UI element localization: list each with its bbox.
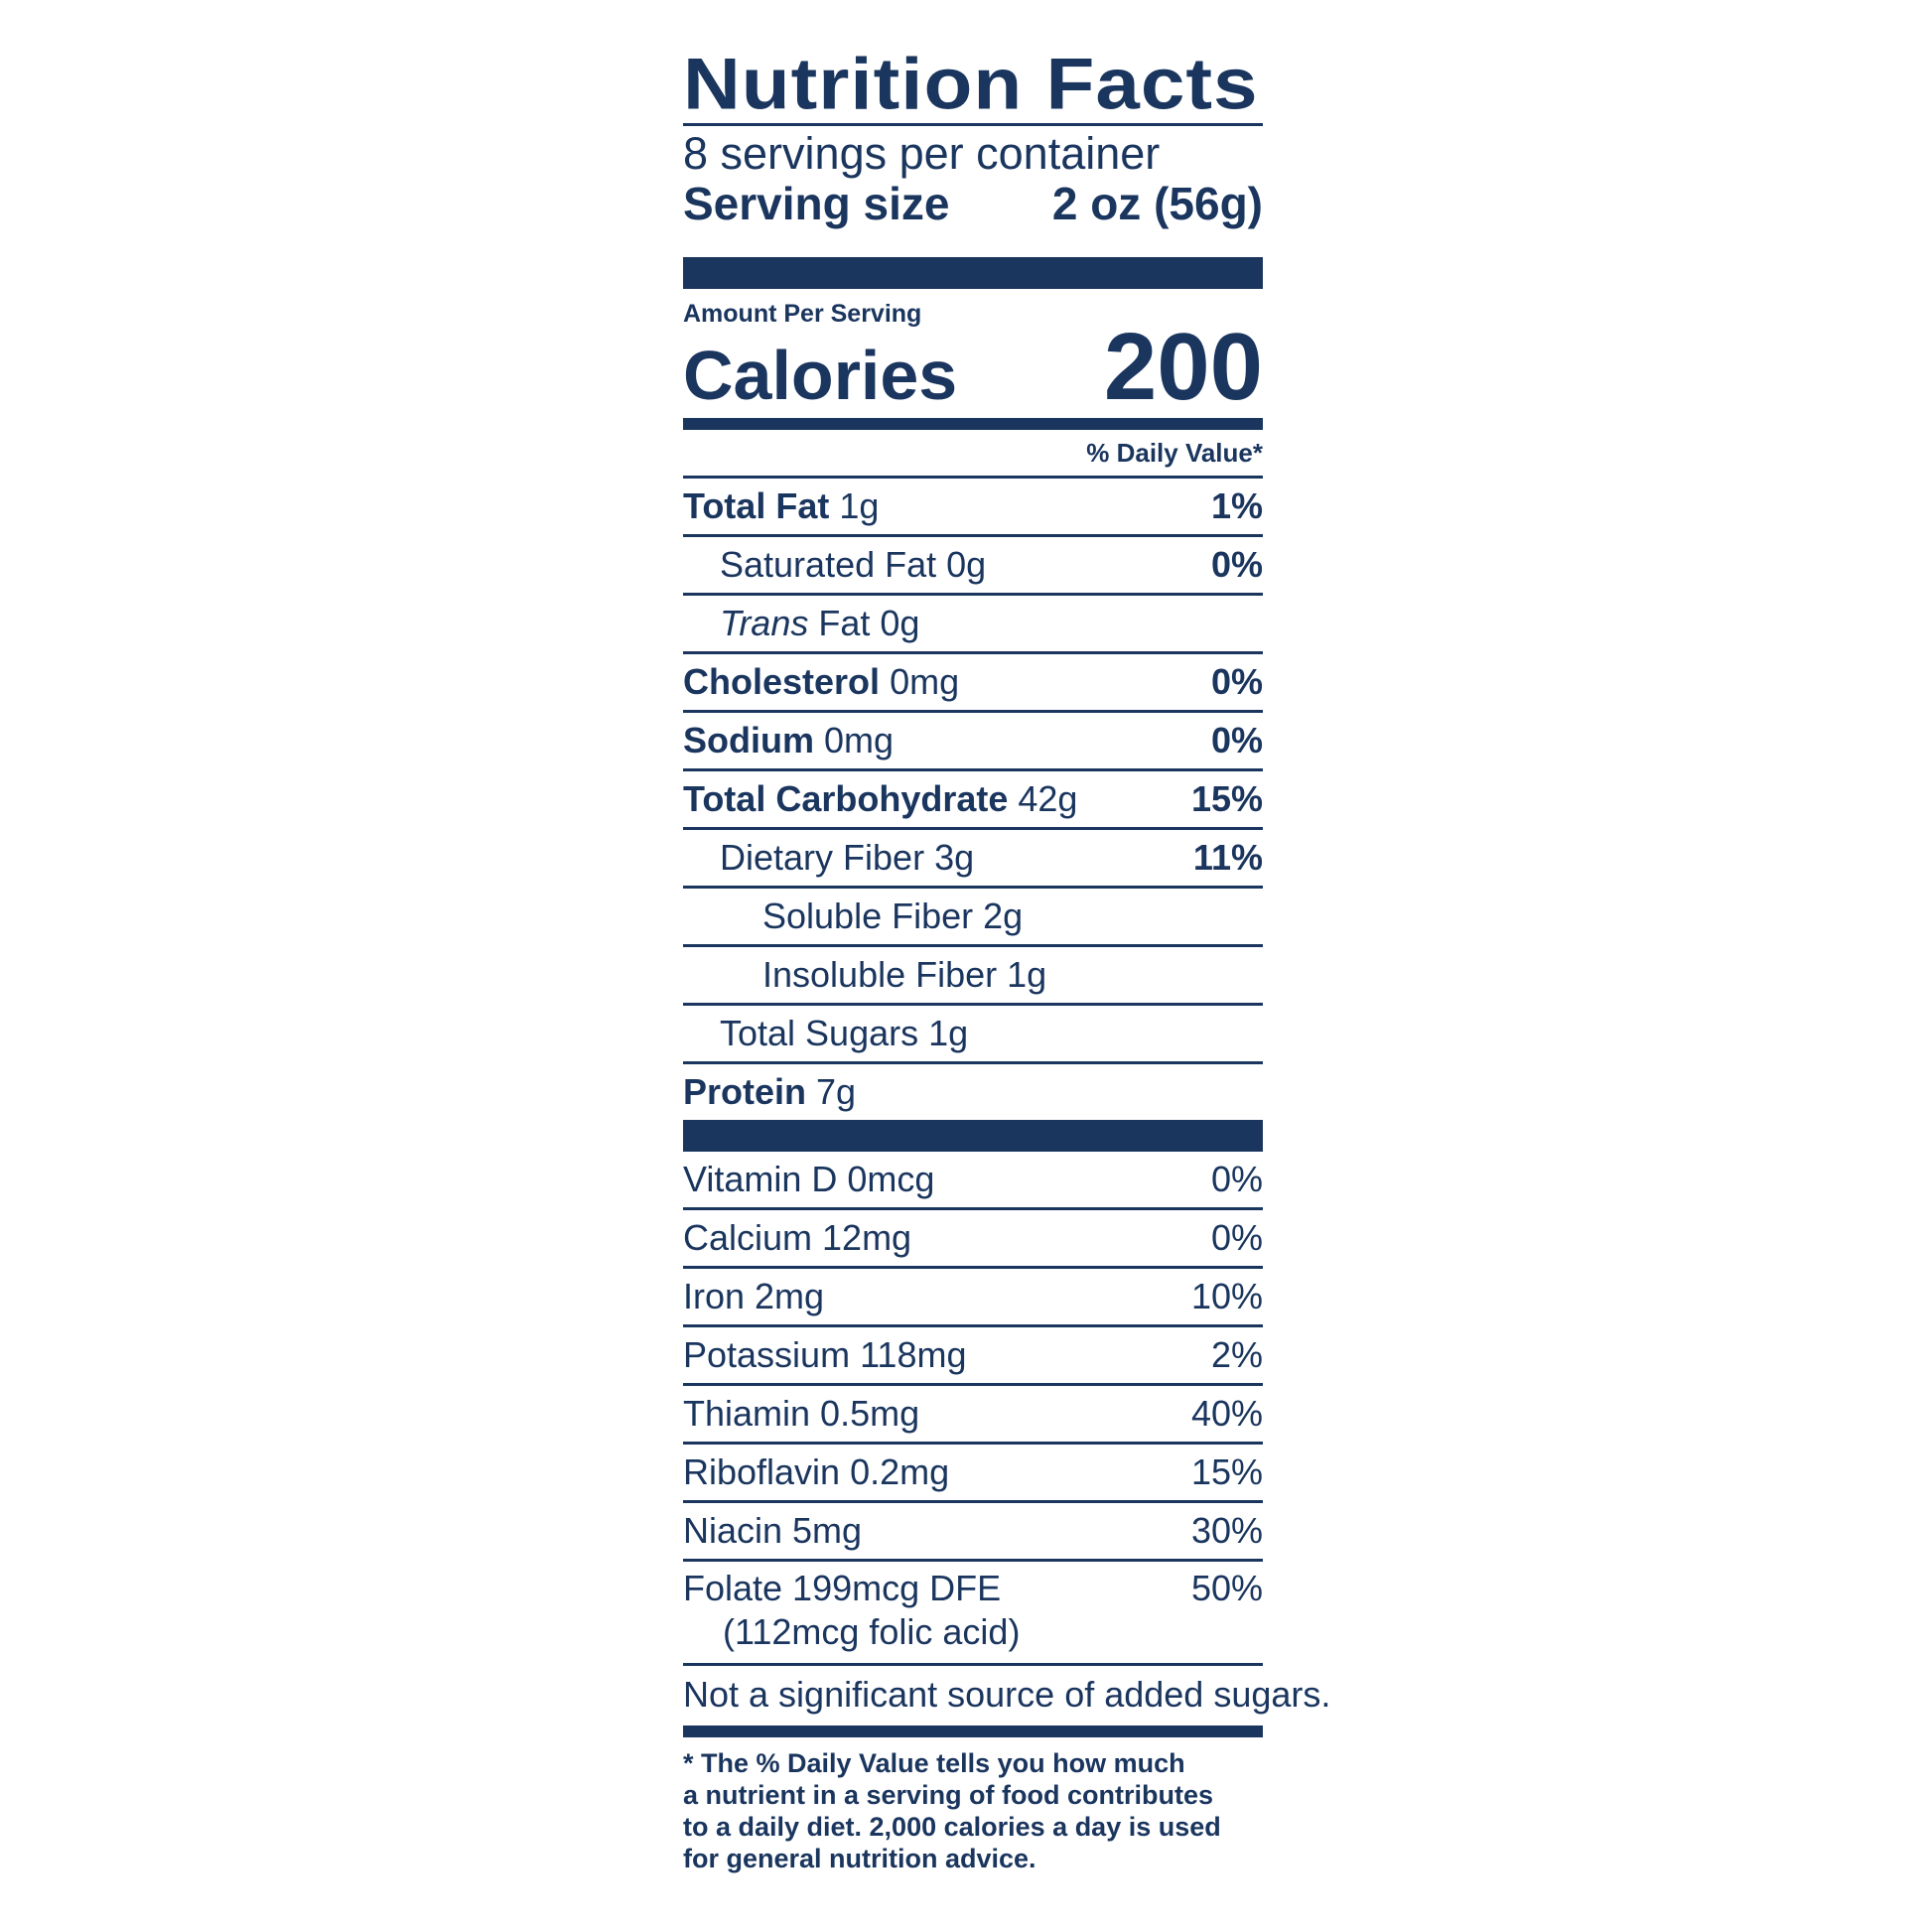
nutrient-row-dietary-fiber: Dietary Fiber 3g 11%	[683, 827, 1263, 886]
nutrient-row-sodium: Sodium 0mg 0%	[683, 710, 1263, 768]
label-title: Nutrition Facts	[683, 48, 1259, 117]
nutrition-facts-label: Nutrition Facts 8 servings per container…	[683, 48, 1330, 1874]
vitamin-row-iron: Iron 2mg 10%	[683, 1266, 1263, 1324]
servings-per-container: 8 servings per container	[683, 128, 1161, 179]
vitamin-dv: 0%	[1210, 1159, 1263, 1199]
nutrient-amount: 0g	[880, 603, 920, 643]
nutrient-row-protein: Protein 7g	[683, 1061, 1263, 1120]
nutrient-name: Total Fat	[683, 485, 830, 526]
nutrient-amount: 1g	[928, 1013, 969, 1053]
footnote-line: for general nutrition advice.	[683, 1844, 1036, 1873]
serving-size-value: 2 oz (56g)	[1051, 178, 1263, 229]
vitamin-row-niacin: Niacin 5mg 30%	[683, 1500, 1263, 1559]
nutrient-name: Dietary Fiber	[720, 837, 925, 878]
vitamin-label: Thiamin 0.5mg	[683, 1393, 920, 1434]
vitamin-dv: 15%	[1190, 1451, 1263, 1492]
vitamin-row-thiamin: Thiamin 0.5mg 40%	[683, 1383, 1263, 1442]
calories-label: Calories	[683, 337, 958, 414]
footnote-divider	[683, 1725, 1263, 1737]
nutrient-row-cholesterol: Cholesterol 0mg 0%	[683, 651, 1263, 710]
nutrient-name: Total Carbohydrate	[683, 778, 1009, 819]
vitamin-label: Iron 2mg	[683, 1276, 825, 1316]
nutrient-amount: 1g	[1007, 954, 1047, 995]
vitamin-row-potassium: Potassium 118mg 2%	[683, 1324, 1263, 1383]
vitamin-label: Potassium 118mg	[683, 1334, 967, 1375]
nutrient-dv: 0%	[1210, 661, 1263, 702]
vitamin-row-riboflavin: Riboflavin 0.2mg 15%	[683, 1442, 1263, 1500]
nutrient-dv: 15%	[1190, 778, 1263, 819]
added-sugars-note: Not a significant source of added sugars…	[683, 1663, 1330, 1725]
nutrient-amount: 2g	[983, 896, 1024, 936]
serving-size-row: Serving size 2 oz (56g)	[683, 176, 1263, 235]
daily-value-header: % Daily Value*	[1086, 438, 1263, 468]
nutrient-row-soluble-fiber: Soluble Fiber 2g	[683, 886, 1263, 944]
folate-label: Folate 199mcg DFE	[683, 1568, 1002, 1608]
nutrient-name: Cholesterol	[683, 661, 881, 702]
nutrient-name: Saturated Fat	[720, 544, 937, 585]
vitamin-dv: 0%	[1210, 1217, 1263, 1258]
nutrient-row-saturated-fat: Saturated Fat 0g 0%	[683, 534, 1263, 593]
vitamin-label: Niacin 5mg	[683, 1510, 863, 1551]
thick-divider-vitamins	[683, 1120, 1263, 1152]
nutrient-amount: 0g	[946, 544, 987, 585]
nutrient-dv: 1%	[1210, 485, 1263, 526]
vitamin-label: Riboflavin 0.2mg	[683, 1451, 950, 1492]
nutrient-name-italic: Trans	[720, 603, 809, 643]
vitamin-row-folate: Folate 199mcg DFE 50% (112mcg folic acid…	[683, 1559, 1263, 1663]
nutrient-name: Sodium	[683, 720, 814, 760]
nutrient-amount: 0mg	[890, 661, 960, 702]
vitamin-row-vitamin-d: Vitamin D 0mcg 0%	[683, 1152, 1263, 1207]
nutrient-amount: 0mg	[824, 720, 895, 760]
nutrient-row-total-carbohydrate: Total Carbohydrate 42g 15%	[683, 768, 1263, 827]
footnote-line: to a daily diet. 2,000 calories a day is…	[683, 1812, 1221, 1842]
vitamin-row-calcium: Calcium 12mg 0%	[683, 1207, 1263, 1266]
calories-value: 200	[1103, 314, 1263, 420]
amount-per-serving: Amount Per Serving	[683, 300, 922, 328]
title-divider	[683, 123, 1263, 126]
nutrient-amount: 7g	[816, 1071, 857, 1112]
nutrient-name: Protein	[683, 1071, 807, 1112]
nutrient-amount: 42g	[1018, 778, 1078, 819]
nutrient-row-trans-fat: Trans Fat 0g	[683, 593, 1263, 651]
nutrient-row-insoluble-fiber: Insoluble Fiber 1g	[683, 944, 1263, 1003]
vitamin-dv: 40%	[1190, 1393, 1263, 1434]
vitamin-dv: 2%	[1210, 1334, 1263, 1375]
nutrient-amount: 3g	[934, 837, 975, 878]
vitamin-label: Vitamin D 0mcg	[683, 1159, 935, 1199]
serving-size-label: Serving size	[683, 178, 950, 229]
nutrient-name: Insoluble Fiber	[762, 954, 998, 995]
nutrient-amount: 1g	[839, 485, 880, 526]
footnote-line: * The % Daily Value tells you how much	[683, 1748, 1185, 1778]
vitamin-dv: 30%	[1190, 1510, 1263, 1551]
nutrient-dv: 0%	[1210, 544, 1263, 585]
nutrient-name: Total Sugars	[720, 1013, 919, 1053]
vitamin-dv: 10%	[1190, 1276, 1263, 1316]
daily-value-footnote: * The % Daily Value tells you how much a…	[683, 1747, 1263, 1874]
nutrient-name: Fat	[818, 603, 871, 643]
nutrient-row-total-fat: Total Fat 1g 1%	[683, 476, 1263, 534]
thick-divider-top	[683, 257, 1263, 289]
calories-divider	[683, 418, 1263, 430]
calories-row: Calories 200	[683, 320, 1263, 415]
folate-dv: 50%	[1190, 1568, 1263, 1608]
nutrient-dv: 11%	[1192, 837, 1263, 878]
nutrient-dv: 0%	[1210, 720, 1263, 760]
folate-sub: (112mcg folic acid)	[723, 1611, 1021, 1652]
nutrient-name: Soluble Fiber	[762, 896, 974, 936]
footnote-line: a nutrient in a serving of food contribu…	[683, 1780, 1214, 1810]
vitamin-label: Calcium 12mg	[683, 1217, 912, 1258]
nutrient-row-total-sugars: Total Sugars 1g	[683, 1003, 1263, 1061]
